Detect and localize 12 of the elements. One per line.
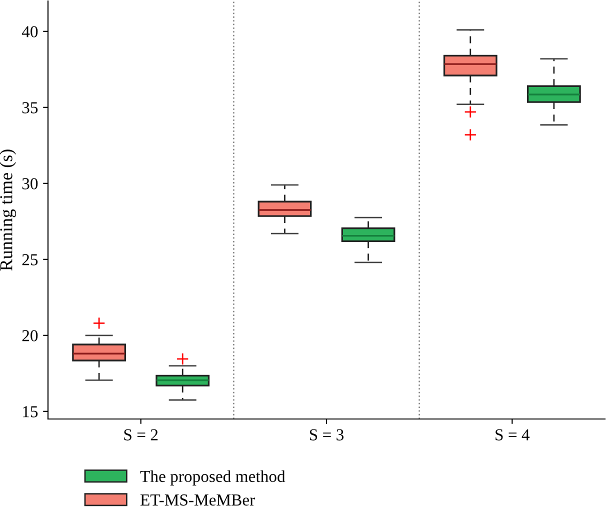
y-tick-label: 20 xyxy=(22,330,38,342)
y-tick-label: 25 xyxy=(22,254,38,266)
legend-label: The proposed method xyxy=(140,470,286,486)
y-tick-label: 40 xyxy=(22,26,38,38)
x-tick-label: S = 2 xyxy=(124,429,158,440)
y-tick-label: 15 xyxy=(23,406,38,418)
y-tick-label: 35 xyxy=(22,102,38,114)
x-tick-label: S = 3 xyxy=(310,429,344,440)
x-tick-label: S = 4 xyxy=(496,429,530,440)
y-axis-title: Running time (s) xyxy=(0,150,16,271)
legend-label: ET-MS-MeMBer xyxy=(140,494,255,506)
y-tick-label: 30 xyxy=(22,178,38,190)
